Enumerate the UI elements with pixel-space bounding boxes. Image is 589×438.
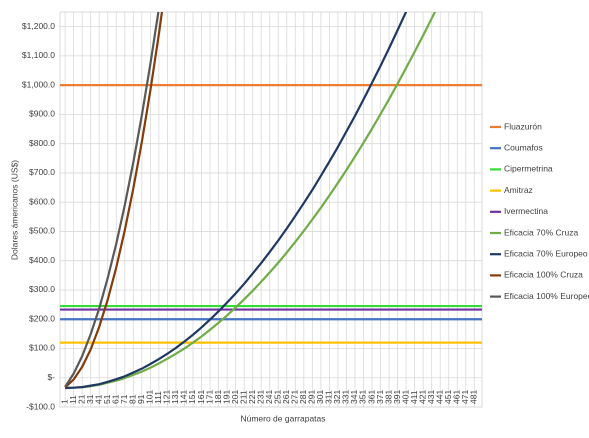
series-line	[64, 12, 160, 388]
x-tick-label: 261	[281, 390, 291, 404]
x-tick-label: 191	[221, 390, 231, 404]
x-tick-label: 161	[196, 390, 206, 404]
y-tick-label: $200.0	[29, 313, 55, 323]
x-tick-label: 41	[93, 394, 103, 404]
y-tick-label: $-	[47, 372, 55, 382]
y-tick-label: $700.0	[29, 167, 55, 177]
x-tick-label: 201	[230, 390, 240, 404]
x-tick-label: 471	[460, 390, 470, 404]
x-tick-label: 301	[315, 390, 325, 404]
y-tick-label: $300.0	[29, 284, 55, 294]
x-tick-label: 281	[298, 390, 308, 404]
legend-label: Eficacia 70% Cruza	[504, 227, 578, 237]
series-line	[65, 12, 408, 390]
y-axis-title: Dolares ámericanos (US$)	[9, 160, 19, 260]
x-tick-label: 11	[68, 395, 78, 404]
legend-label: Eficacia 70% Europeo	[504, 248, 588, 258]
x-tick-label: 291	[307, 390, 317, 404]
y-tick-label: $1,000.0	[22, 79, 55, 89]
x-tick-label: 481	[469, 390, 479, 404]
x-tick-label: 151	[187, 390, 197, 404]
x-tick-label: 371	[375, 390, 385, 404]
x-tick-label: 381	[383, 390, 393, 404]
x-tick-label: 91	[136, 394, 146, 404]
x-tick-label: 421	[417, 390, 427, 404]
legend-label: Fluazurón	[504, 121, 542, 131]
x-tick-label: 251	[272, 390, 282, 404]
x-tick-label: 111	[153, 391, 163, 404]
x-tick-label: 401	[400, 390, 410, 404]
x-tick-label: 311	[324, 390, 334, 404]
plot-lines	[60, 12, 482, 390]
y-tick-label: $100.0	[29, 343, 55, 353]
x-tick-label: 411	[409, 390, 419, 404]
legend-label: Eficacia 100% Europeo	[504, 291, 589, 301]
x-tick-label: 21	[76, 394, 86, 404]
y-tick-label: -$100.0	[26, 401, 55, 411]
x-tick-label: 101	[145, 390, 155, 404]
y-tick-label: $400.0	[29, 255, 55, 265]
series-line	[65, 12, 437, 390]
x-tick-label: 271	[290, 390, 300, 404]
x-tick-label: 361	[366, 390, 376, 404]
x-tick-label: 321	[332, 390, 342, 404]
legend-label: Cipermetrina	[504, 164, 553, 174]
x-tick-label: 31	[85, 394, 95, 404]
y-tick-label: $800.0	[29, 138, 55, 148]
y-tick-label: $1,100.0	[22, 50, 55, 60]
x-tick-label: 71	[119, 394, 129, 404]
legend-label: Ivermectina	[504, 206, 548, 216]
y-tick-label: $900.0	[29, 109, 55, 119]
legend-label: Coumafos	[504, 142, 543, 152]
x-tick-label: 211	[238, 390, 248, 404]
x-tick-label: 391	[392, 390, 402, 404]
x-tick-label: 431	[426, 390, 436, 404]
x-tick-label: 351	[358, 390, 368, 404]
x-tick-label: 341	[349, 390, 359, 404]
x-tick-label: 141	[179, 390, 189, 404]
x-tick-label: 51	[102, 394, 112, 404]
x-axis-title: Número de garrapatas	[240, 413, 325, 423]
series-line	[64, 12, 164, 389]
x-tick-label: 171	[204, 390, 214, 404]
plot-area	[59, 11, 483, 408]
x-tick-label: 331	[341, 390, 351, 404]
legend-label: Eficacia 100% Cruza	[504, 270, 583, 280]
x-tick-label: 451	[443, 390, 453, 404]
x-tick-label: 241	[264, 390, 274, 404]
x-tick-label: 181	[213, 390, 223, 404]
x-tick-label: 461	[452, 390, 462, 404]
x-tick-label: 231	[255, 390, 265, 404]
x-tick-label: 81	[128, 394, 138, 404]
y-tick-label: $600.0	[29, 196, 55, 206]
x-tick-label: 1	[59, 399, 69, 404]
x-tick-label: 61	[111, 394, 121, 404]
x-tick-label: 121	[162, 390, 172, 404]
x-tick-label: 221	[247, 390, 257, 404]
y-tick-label: $1,200.0	[22, 21, 55, 31]
legend-label: Amitraz	[504, 185, 533, 195]
y-tick-label: $500.0	[29, 226, 55, 236]
x-tick-label: 441	[434, 390, 444, 404]
x-tick-label: 131	[170, 390, 180, 404]
